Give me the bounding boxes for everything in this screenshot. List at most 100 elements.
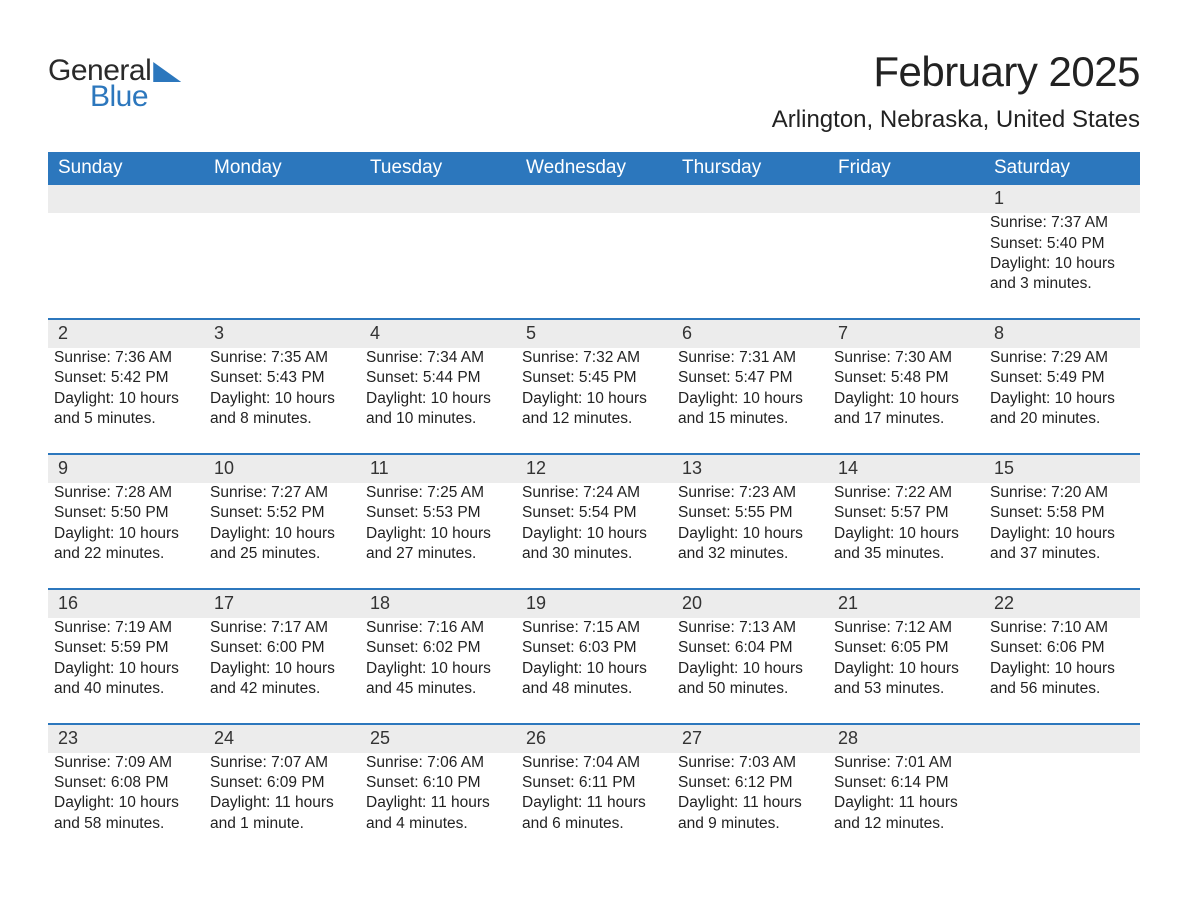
day1-text: Daylight: 10 hours [990,659,1134,679]
day-cell [672,213,828,319]
day-cell: Sunrise: 7:12 AMSunset: 6:05 PMDaylight:… [828,618,984,724]
day1-text: Daylight: 11 hours [522,793,666,813]
sunrise-text: Sunrise: 7:09 AM [54,753,198,773]
day2-text: and 12 minutes. [522,409,666,429]
day-number: 19 [516,589,672,618]
sunrise-text: Sunrise: 7:27 AM [210,483,354,503]
day1-text: Daylight: 10 hours [678,659,822,679]
sunrise-text: Sunrise: 7:06 AM [366,753,510,773]
day-cell: Sunrise: 7:20 AMSunset: 5:58 PMDaylight:… [984,483,1140,589]
sunset-text: Sunset: 6:04 PM [678,638,822,658]
day-number [360,185,516,213]
sunrise-text: Sunrise: 7:12 AM [834,618,978,638]
day1-text: Daylight: 11 hours [834,793,978,813]
day-number: 8 [984,319,1140,348]
sunset-text: Sunset: 5:48 PM [834,368,978,388]
sunset-text: Sunset: 5:43 PM [210,368,354,388]
day-number: 13 [672,454,828,483]
sunrise-text: Sunrise: 7:24 AM [522,483,666,503]
day2-text: and 42 minutes. [210,679,354,699]
day1-text: Daylight: 10 hours [522,659,666,679]
sunset-text: Sunset: 6:06 PM [990,638,1134,658]
sunset-text: Sunset: 5:59 PM [54,638,198,658]
day1-text: Daylight: 10 hours [54,793,198,813]
day1-text: Daylight: 10 hours [366,524,510,544]
day-cell: Sunrise: 7:29 AMSunset: 5:49 PMDaylight:… [984,348,1140,454]
day-cell: Sunrise: 7:09 AMSunset: 6:08 PMDaylight:… [48,753,204,858]
day-number: 14 [828,454,984,483]
content-row: Sunrise: 7:36 AMSunset: 5:42 PMDaylight:… [48,348,1140,454]
day-number [204,185,360,213]
sunrise-text: Sunrise: 7:20 AM [990,483,1134,503]
sunset-text: Sunset: 6:11 PM [522,773,666,793]
day1-text: Daylight: 10 hours [990,524,1134,544]
day1-text: Daylight: 10 hours [210,524,354,544]
day-number: 1 [984,185,1140,213]
day-number: 10 [204,454,360,483]
day-cell: Sunrise: 7:27 AMSunset: 5:52 PMDaylight:… [204,483,360,589]
sunrise-text: Sunrise: 7:04 AM [522,753,666,773]
sunrise-text: Sunrise: 7:36 AM [54,348,198,368]
day1-text: Daylight: 11 hours [366,793,510,813]
day-cell: Sunrise: 7:28 AMSunset: 5:50 PMDaylight:… [48,483,204,589]
day-cell: Sunrise: 7:35 AMSunset: 5:43 PMDaylight:… [204,348,360,454]
sunrise-text: Sunrise: 7:25 AM [366,483,510,503]
sunrise-text: Sunrise: 7:13 AM [678,618,822,638]
day-number: 12 [516,454,672,483]
day2-text: and 37 minutes. [990,544,1134,564]
day1-text: Daylight: 10 hours [678,524,822,544]
day-number: 24 [204,724,360,753]
day-number: 20 [672,589,828,618]
day-cell: Sunrise: 7:32 AMSunset: 5:45 PMDaylight:… [516,348,672,454]
sunset-text: Sunset: 5:57 PM [834,503,978,523]
day-cell: Sunrise: 7:01 AMSunset: 6:14 PMDaylight:… [828,753,984,858]
sunrise-text: Sunrise: 7:10 AM [990,618,1134,638]
sunset-text: Sunset: 5:55 PM [678,503,822,523]
day-number: 9 [48,454,204,483]
day-cell [516,213,672,319]
day1-text: Daylight: 10 hours [54,389,198,409]
day1-text: Daylight: 10 hours [54,659,198,679]
day2-text: and 6 minutes. [522,814,666,834]
col-tuesday: Tuesday [360,152,516,185]
sunrise-text: Sunrise: 7:29 AM [990,348,1134,368]
day2-text: and 45 minutes. [366,679,510,699]
day-number: 28 [828,724,984,753]
day1-text: Daylight: 11 hours [678,793,822,813]
content-row: Sunrise: 7:19 AMSunset: 5:59 PMDaylight:… [48,618,1140,724]
sunset-text: Sunset: 5:52 PM [210,503,354,523]
day2-text: and 10 minutes. [366,409,510,429]
day2-text: and 40 minutes. [54,679,198,699]
day-number: 3 [204,319,360,348]
sunrise-text: Sunrise: 7:37 AM [990,213,1134,233]
sunset-text: Sunset: 5:54 PM [522,503,666,523]
day-cell: Sunrise: 7:25 AMSunset: 5:53 PMDaylight:… [360,483,516,589]
day1-text: Daylight: 10 hours [834,659,978,679]
day-cell: Sunrise: 7:31 AMSunset: 5:47 PMDaylight:… [672,348,828,454]
sunset-text: Sunset: 5:58 PM [990,503,1134,523]
day-cell: Sunrise: 7:23 AMSunset: 5:55 PMDaylight:… [672,483,828,589]
day2-text: and 32 minutes. [678,544,822,564]
day-number: 6 [672,319,828,348]
daynum-row: 2345678 [48,319,1140,348]
day2-text: and 12 minutes. [834,814,978,834]
day-cell [204,213,360,319]
title-block: February 2025 Arlington, Nebraska, Unite… [772,48,1140,134]
weekday-header-row: Sunday Monday Tuesday Wednesday Thursday… [48,152,1140,185]
sunrise-text: Sunrise: 7:15 AM [522,618,666,638]
day-number: 22 [984,589,1140,618]
day-cell: Sunrise: 7:36 AMSunset: 5:42 PMDaylight:… [48,348,204,454]
day1-text: Daylight: 10 hours [834,524,978,544]
month-title: February 2025 [772,48,1140,96]
sunset-text: Sunset: 5:40 PM [990,234,1134,254]
daynum-row: 16171819202122 [48,589,1140,618]
day1-text: Daylight: 10 hours [522,524,666,544]
sunset-text: Sunset: 6:03 PM [522,638,666,658]
daynum-row: 9101112131415 [48,454,1140,483]
col-friday: Friday [828,152,984,185]
sunrise-text: Sunrise: 7:22 AM [834,483,978,503]
day2-text: and 17 minutes. [834,409,978,429]
day2-text: and 20 minutes. [990,409,1134,429]
day1-text: Daylight: 10 hours [678,389,822,409]
sunset-text: Sunset: 5:47 PM [678,368,822,388]
